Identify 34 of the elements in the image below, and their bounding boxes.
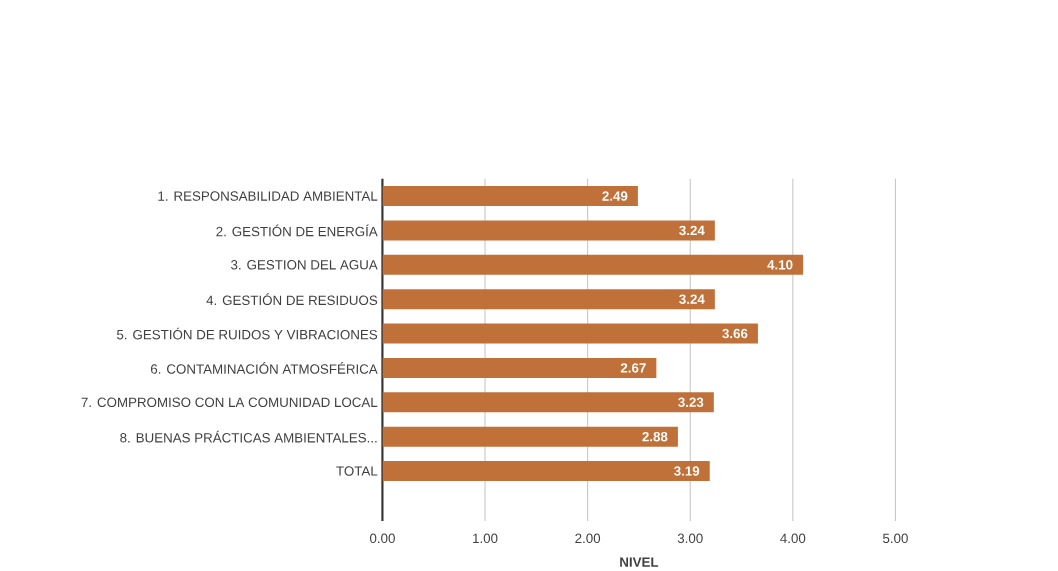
y-tick-label: 1. RESPONSABILIDAD AMBIENTAL [158,191,378,201]
data-label: 3.66 [722,328,748,339]
y-tick-label: 6. CONTAMINACIÓN ATMOSFÉRICA [150,362,378,374]
x-tick-label: 3.00 [677,533,703,543]
bar [382,426,678,447]
bar [382,186,638,206]
y-tick-label: 7. COMPROMISO CON LA COMUNIDAD LOCAL [81,397,378,407]
bar [382,254,804,275]
bar [382,461,710,481]
data-label: 3.24 [679,225,705,236]
x-axis-title: NIVEL [620,557,659,567]
x-tick-label: 5.00 [882,533,908,543]
bar [382,392,714,413]
data-label: 3.24 [679,294,705,304]
data-label: 2.88 [642,431,668,442]
bar [382,357,657,378]
y-tick-label: 3. GESTION DEL AGUA [231,260,378,270]
y-tick-label: 2. GESTIÓN DE ENERGÍA [216,224,378,237]
x-tick-label: 2.00 [575,533,601,543]
x-tick-label: 0.00 [369,533,395,543]
bar [382,220,715,241]
data-label: 2.49 [602,191,628,201]
x-tick-label: 1.00 [473,533,498,543]
x-tick-label: 4.00 [780,533,806,543]
data-label: 2.67 [620,363,646,373]
y-tick-label: 8. BUENAS PRÁCTICAS AMBIENTALES... [120,430,377,443]
data-label: 3.19 [674,466,700,476]
bar [382,323,758,344]
data-label: 4.10 [767,260,793,270]
y-tick-label: 4. GESTIÓN DE RESIDUOS [206,293,378,305]
y-tick-label: 5. GESTIÓN DE RUIDOS Y VIBRACIONES [116,327,378,340]
data-label: 3.23 [678,397,704,407]
y-tick-label: TOTAL [336,466,378,476]
bar [382,289,715,310]
